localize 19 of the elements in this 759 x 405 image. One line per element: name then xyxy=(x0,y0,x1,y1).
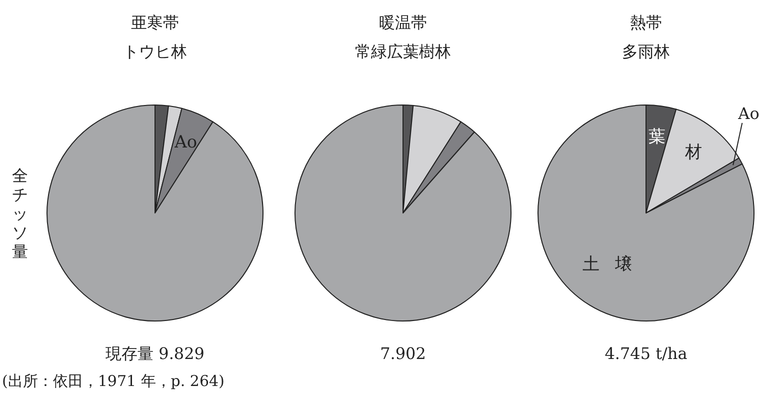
pie-slice xyxy=(294,104,512,322)
chart-title: 熱帯 xyxy=(630,13,662,32)
text: (出所：依田，1971 年，p. 264) xyxy=(2,372,224,390)
slice-label: 材 xyxy=(684,142,702,163)
text: 全チッソ量 xyxy=(12,166,28,261)
chart-subtitle: トウヒ林 xyxy=(123,42,187,61)
chart-title: 亜寒帯 xyxy=(131,13,179,32)
slice-label: 土壌 xyxy=(582,254,648,275)
text: 7.902 xyxy=(380,344,426,363)
chart-title: 暖温帯 xyxy=(379,13,427,32)
chart-subtitle: 多雨林 xyxy=(622,42,670,61)
text: 4.745 t/ha xyxy=(604,344,688,363)
text: 現存量 9.829 xyxy=(106,344,204,363)
slice-label: 葉 xyxy=(648,127,666,148)
slice-label: Ao xyxy=(174,132,198,153)
chart-subtitle: 常緑広葉樹林 xyxy=(355,42,451,61)
pie-slice xyxy=(46,104,264,322)
pie-slice xyxy=(646,108,740,214)
slice-label: Ao xyxy=(737,104,759,123)
